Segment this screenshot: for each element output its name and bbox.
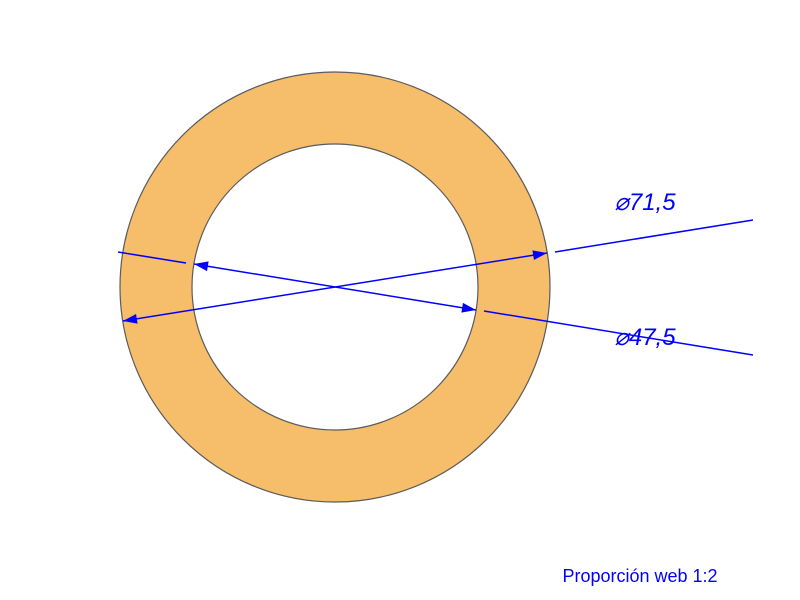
inner-dim-label: ⌀47,5: [614, 324, 676, 351]
scale-note: Proporción web 1:2: [562, 566, 717, 586]
outer-dim-label: ⌀71,5: [614, 189, 676, 216]
